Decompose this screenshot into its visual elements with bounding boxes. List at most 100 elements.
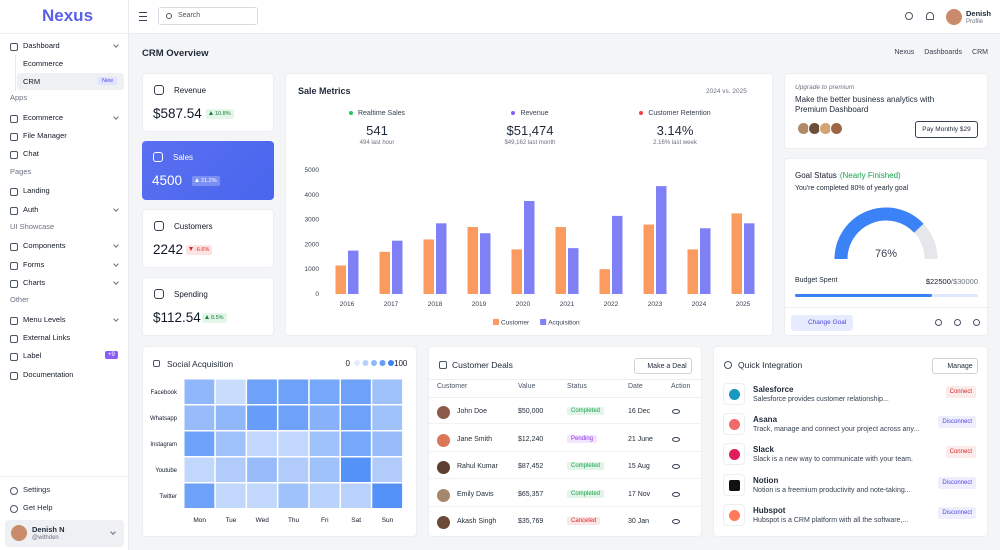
trend-arrow [189,247,193,251]
nav-item[interactable]: Charts [23,277,46,287]
divider [0,33,128,34]
nav-item[interactable]: Documentation [23,369,74,379]
integration-action[interactable]: Disconnect [938,416,976,429]
nav-item[interactable]: Label [23,351,42,361]
view-action[interactable] [672,491,680,497]
avatar [437,433,450,447]
nav-item[interactable]: Settings [23,485,51,494]
deal-date: 30 Jan [628,518,650,525]
metric-dot [511,111,516,116]
goal-title-text: Goal Status [795,171,837,180]
breadcrumb-item[interactable]: Dashboards [924,49,963,56]
icon [153,152,163,162]
kpi-label: Revenue [174,86,207,95]
integration-name: Notion [753,475,779,485]
kpi-value: $112.54 [153,310,201,325]
nav-section-title: UI Showcase [10,221,55,231]
metric-note: 2.16% last week [653,140,697,146]
view-action[interactable] [672,519,680,524]
nav-subitem[interactable]: Ecommerce [23,59,64,69]
customer-name: Jane Smith [457,435,493,443]
view-action[interactable] [672,409,680,414]
trend-arrow [205,315,209,319]
table-header: Action [671,383,691,390]
card-title: Quick Integration [738,360,803,370]
breadcrumb-item[interactable]: Nexus [894,49,915,56]
nav-item[interactable]: Ecommerce [23,112,64,122]
nav-item[interactable]: Dashboard [23,41,60,50]
menu-icon [139,16,147,18]
deals-card: Customer Deals Make a Deal Customer Value St… [428,346,703,537]
view-action[interactable] [672,464,680,469]
account-box[interactable]: Denish N @withden [5,520,124,547]
budget-fill [795,294,933,297]
nav-item[interactable]: Components [23,241,66,251]
integration-name: Hubspot [753,505,786,515]
nav-item[interactable]: Menu Levels [23,314,66,324]
divider [0,476,128,477]
integration-logo [723,383,745,405]
integration-action[interactable]: Disconnect [938,506,976,519]
user-name[interactable]: Denish [966,9,992,18]
metric-note: $49,162 last month [504,140,556,146]
nav-item[interactable]: Forms [23,259,45,269]
view-action[interactable] [672,436,680,442]
deal-value: $65,357 [518,490,544,498]
deal-date: 17 Nov [628,490,651,498]
icon [973,319,980,326]
icon [166,13,172,19]
card-title: Social Acquisition [167,359,234,369]
kpi-card: Revenue $587.54 10.8% [142,73,274,132]
integration-name: Slack [753,445,774,455]
nav-item[interactable]: Get Help [23,502,53,512]
icon [10,353,18,362]
integration-action[interactable]: Connect [945,446,976,459]
search-box[interactable]: Search [158,7,258,25]
search-placeholder: Search [178,12,201,19]
customer-name: Rahul Kumar [457,463,498,470]
nav-subitem[interactable]: CRM [23,76,41,86]
kpi-change-badge: 21.2% [192,176,220,186]
nav-item[interactable]: Auth [23,204,39,214]
nav-item[interactable]: External Links [23,333,71,342]
avatar [437,461,450,474]
icon [10,188,18,197]
page-title: CRM Overview [142,48,209,59]
budget-track [795,294,978,297]
metric-note: 494 last hour [359,140,395,146]
card-title: Customer Deals [452,360,513,370]
breadcrumb-item[interactable]: CRM [972,49,988,56]
account-handle: @withden [32,535,59,541]
avatar [437,516,450,529]
premium-card: Upgrade to premium Make the better busine… [784,73,988,149]
icon [10,151,18,160]
active-bg [17,72,124,90]
kpi-value: $587.54 [153,106,202,121]
premium-button[interactable]: Pay Monthly $29 [915,121,978,138]
metric-dot [639,111,644,116]
change-goal-button[interactable]: Change Goal [791,315,853,331]
metric-value: $51,474 [506,123,554,138]
nav-item[interactable]: File Manager [23,131,67,141]
kpi-value: 4500 [152,173,183,188]
icon [154,221,164,231]
manage-button[interactable]: Manage [932,358,978,374]
icon [10,335,18,343]
nav-item[interactable]: Chat [23,149,39,159]
logo-mark [729,509,740,521]
status-badge: Completed [567,407,605,415]
metric-label: Realtime Sales [317,110,437,117]
integration-action[interactable]: Connect [945,386,976,398]
avatar [437,406,450,419]
integration-name: Salesforce [753,385,794,394]
metric-label-text: Revenue [520,110,549,117]
deal-date: 15 Aug [628,463,650,470]
integration-action[interactable]: Disconnect [938,476,976,489]
chevron-icon [113,42,119,48]
integration-desc: Notion is a freemium productivity and no… [753,486,911,494]
metric-label: Revenue [470,110,590,117]
make-deal-button[interactable]: Make a Deal [634,358,692,374]
user-role: Profile [966,19,984,25]
nav-item[interactable]: Landing [23,186,50,196]
